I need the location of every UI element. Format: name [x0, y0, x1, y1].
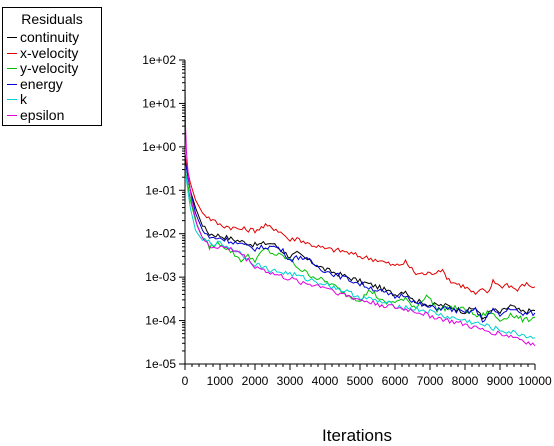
legend-label: k [20, 91, 27, 107]
y-tick-label: 1e+01 [142, 96, 176, 110]
plot-area [184, 77, 536, 347]
y-tick-label: 1e+00 [142, 140, 176, 154]
legend-label: energy [20, 75, 63, 92]
series-line-x-velocity [184, 153, 536, 296]
y-tick-label: 1e-04 [145, 314, 176, 328]
legend-item-x-velocity: x-velocity [3, 44, 101, 61]
legend-item-energy: energy [3, 75, 101, 92]
legend-item-continuity: continuity [3, 29, 101, 45]
series-line-epsilon [184, 77, 536, 347]
x-tick-label: 5000 [347, 374, 374, 388]
y-tick-label: 1e-03 [145, 270, 176, 284]
x-tick-label: 7000 [417, 374, 444, 388]
legend-item-epsilon: epsilon [3, 106, 101, 123]
legend-swatch [7, 114, 17, 116]
x-tick-label: 4000 [312, 374, 339, 388]
x-tick-label: 10000 [518, 374, 552, 388]
x-axis-label: Iterations [322, 426, 392, 445]
legend-label: y-velocity [20, 60, 79, 76]
legend-swatch [7, 52, 17, 54]
legend-label: continuity [20, 29, 80, 45]
series-line-y-velocity [184, 169, 536, 323]
y-tick-label: 1e+02 [142, 53, 176, 67]
legend-label: epsilon [20, 106, 65, 123]
series-line-energy [184, 159, 536, 323]
legend: Residuals continuity x-velocity y-velocity… [2, 7, 102, 126]
series-line-k [184, 164, 536, 339]
legend-item-y-velocity: y-velocity [3, 60, 101, 76]
x-tick-label: 3000 [277, 374, 304, 388]
y-tick-label: 1e-02 [145, 227, 176, 241]
legend-swatch [7, 68, 17, 69]
x-tick-label: 2000 [242, 374, 269, 388]
y-tick-label: 1e-01 [145, 183, 176, 197]
x-tick-label: 9000 [487, 374, 514, 388]
legend-swatch [7, 99, 17, 100]
axes: 1e-05 1e-04 1e-03 1e-02 1e-01 1e+00 1e+01 1e+02… [142, 53, 552, 388]
y-tick-label: 1e-05 [145, 357, 176, 371]
legend-title: Residuals [21, 11, 83, 27]
legend-swatch [7, 37, 17, 38]
legend-item-k: k [3, 91, 101, 107]
legend-label: x-velocity [20, 44, 79, 61]
x-tick-label: 0 [182, 374, 189, 388]
x-tick-label: 1000 [207, 374, 234, 388]
x-tick-label: 8000 [452, 374, 479, 388]
x-tick-label: 6000 [382, 374, 409, 388]
legend-swatch [7, 83, 17, 85]
series-line-continuity [184, 159, 536, 320]
